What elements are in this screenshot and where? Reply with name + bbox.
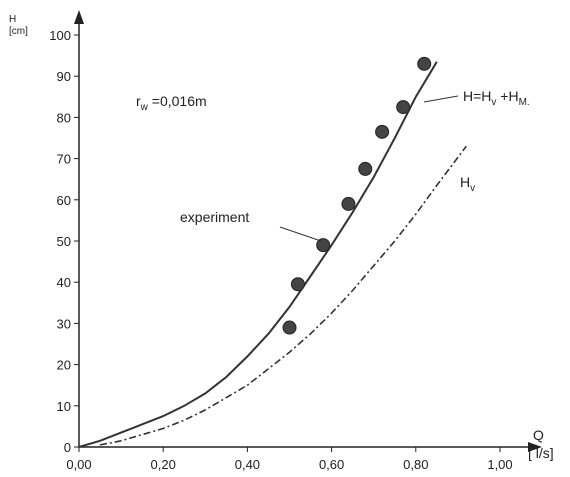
- data-points: [282, 56, 432, 335]
- experiment-point: [417, 56, 432, 71]
- experiment-point: [358, 161, 373, 176]
- x-tick-label: 1,00: [487, 457, 512, 472]
- y-tick-label: 30: [57, 316, 71, 331]
- y-tick-label: 10: [57, 399, 71, 414]
- y-tick-label: 70: [57, 152, 71, 167]
- axes: 0 10 20 30 40 50 60 70 80 90 100 0,00 0,20 0,40 0,60 0,…: [49, 10, 542, 472]
- x-tick-label: 0,40: [235, 457, 260, 472]
- x-axis-unit: [ l/s]: [528, 445, 554, 461]
- velocity-head-curve: [99, 145, 467, 446]
- y-tick-label: 50: [57, 234, 71, 249]
- x-tick-label: 0,60: [319, 457, 344, 472]
- y-axis-label: H: [9, 14, 16, 25]
- x-axis-label: Q: [533, 427, 544, 443]
- y-tick-label: 20: [57, 358, 71, 373]
- experiment-point: [290, 277, 305, 292]
- experiment-point: [375, 124, 390, 139]
- experiment-point: [341, 196, 356, 211]
- curves: [78, 61, 467, 448]
- hv-annotation: Hv: [460, 174, 475, 194]
- y-axis-arrow: [74, 10, 84, 24]
- experiment-point: [396, 100, 411, 115]
- y-tick-label: 80: [57, 110, 71, 125]
- x-tick-label: 0,80: [403, 457, 428, 472]
- y-tick-label: 40: [57, 275, 71, 290]
- y-tick-label: 100: [49, 28, 71, 43]
- experiment-annotation: experiment: [180, 209, 249, 225]
- experiment-point: [282, 320, 297, 335]
- total-head-curve: [78, 61, 438, 448]
- total-head-leader-line: [423, 95, 459, 103]
- y-tick-label: 0: [64, 440, 71, 455]
- x-tick-label: 0,00: [66, 457, 91, 472]
- y-axis-unit: [cm]: [9, 26, 28, 37]
- experiment-point: [316, 238, 331, 253]
- y-tick-label: 60: [57, 193, 71, 208]
- x-axis-arrow: [528, 442, 542, 452]
- experiment-leader-line: [279, 226, 322, 242]
- x-tick-label: 0,20: [151, 457, 176, 472]
- radius-annotation: rw =0,016m: [136, 93, 207, 113]
- y-tick-label: 90: [57, 69, 71, 84]
- total-head-annotation: H=Hv +HM.: [463, 88, 530, 108]
